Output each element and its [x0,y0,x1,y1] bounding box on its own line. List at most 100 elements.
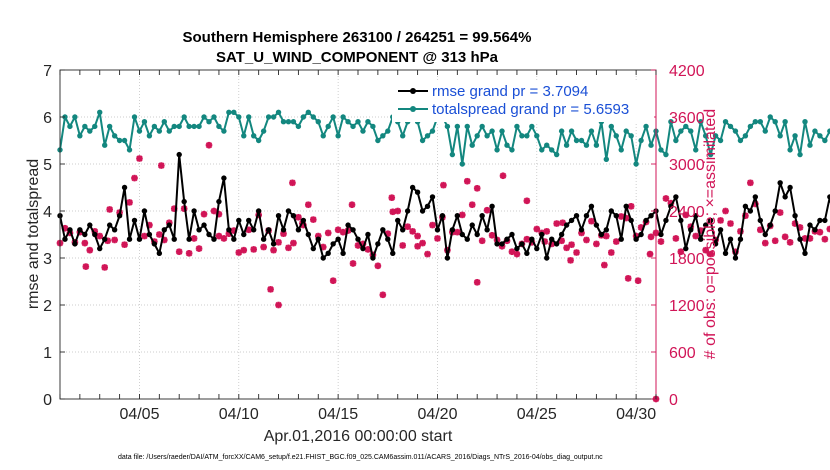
rmse-point [355,236,361,242]
rmse-point [92,231,98,238]
obs-marker [285,244,292,252]
rmse-point [752,194,759,200]
rmse-point [524,250,530,256]
rmse-point [504,236,510,242]
obs-marker [190,235,198,242]
obs-marker-stroke [285,244,292,251]
spread-point [241,133,247,139]
y-axis-right-label: # of obs: o=possible; ×=assimilated [702,109,719,359]
rmse-point [111,227,118,233]
obs-marker-stroke [747,179,754,186]
obs-marker [136,155,143,162]
obs-marker [601,261,608,269]
obs-marker-stroke [533,225,540,233]
rmse-point [712,241,719,247]
spread-point [544,142,550,148]
rmse-point [494,241,500,247]
obs-marker [419,239,426,247]
obs-marker [409,228,416,235]
obs-marker-stroke [483,207,491,214]
rmse-point [404,208,411,214]
spread-point [583,142,590,148]
rmse-point [365,231,371,238]
spread-point [106,123,113,130]
spread-point [568,128,575,134]
obs-marker-stroke [374,262,382,270]
obs-marker-stroke [414,232,421,240]
obs-marker-stroke [176,248,183,255]
obs-marker [603,232,610,240]
spread-point [757,119,763,125]
obs-marker-stroke [275,239,282,246]
obs-marker-stroke [158,162,165,169]
spread-point [246,114,252,120]
rmse-point [663,217,669,224]
spread-point [553,151,560,158]
rmse-point [558,231,565,238]
obs-marker [141,232,148,240]
obs-marker-stroke [553,220,560,227]
y-left-tick-label: 2 [43,298,52,315]
spread-point [176,123,182,130]
spread-point [549,147,555,153]
spread-point [702,133,709,139]
x-tick-label: 04/15 [318,406,358,423]
obs-marker [399,242,406,249]
obs-marker-stroke [523,236,531,243]
rmse-point [539,231,545,238]
obs-marker-stroke [559,219,566,226]
spread-point [509,147,515,153]
spread-point [136,128,143,134]
rmse-point [742,203,749,209]
obs-marker [240,246,248,254]
rmse-point [469,222,475,228]
obs-marker [267,286,274,293]
spread-point [787,147,793,153]
spread-point [102,142,108,148]
spread-point [802,119,808,125]
obs-marker [404,223,411,230]
obs-marker-stroke [558,237,565,244]
rmse-point [658,231,664,238]
obs-marker-stroke [637,224,645,231]
chart-title-line2: SAT_U_WIND_COMPONENT @ 313 hPa [216,49,499,66]
x-axis: 04/05 04/10 04/15 04/20 04/25 04/30 [59,70,657,423]
rmse-point [563,222,570,228]
rmse-point [812,227,818,233]
obs-marker [662,195,670,202]
rmse-point [553,241,560,247]
obs-marker-stroke [295,214,302,221]
obs-marker-stroke [290,239,297,247]
obs-marker-stroke [474,279,481,286]
spread-point [782,119,788,125]
rmse-point [802,250,808,256]
rmse-point [583,213,590,219]
spread-point [514,123,520,130]
obs-marker-stroke [692,232,699,240]
rmse-point [320,255,326,261]
rmse-point [255,208,262,214]
rmse-point [593,222,600,228]
obs-marker-stroke [210,207,218,215]
obs-marker [816,228,824,236]
grid-lines [60,70,656,399]
rmse-point [648,213,654,219]
obs-marker-stroke [727,220,734,227]
obs-marker-stroke [454,228,461,236]
rmse-point [171,236,177,242]
rmse-point [618,236,624,242]
obs-marker-stroke [762,239,769,247]
obs-marker [499,172,507,180]
obs-marker-stroke [156,231,163,238]
obs-marker-stroke [136,155,143,162]
obs-marker [185,250,193,257]
spread-point [822,137,828,144]
spread-point [539,147,545,153]
obs-marker-stroke [464,178,471,185]
obs-marker-stroke [260,243,267,251]
obs-marker-stroke [634,277,642,284]
obs-marker [588,217,595,225]
obs-marker-stroke [82,263,90,270]
spread-point [325,123,331,130]
rmse-point [822,217,828,224]
